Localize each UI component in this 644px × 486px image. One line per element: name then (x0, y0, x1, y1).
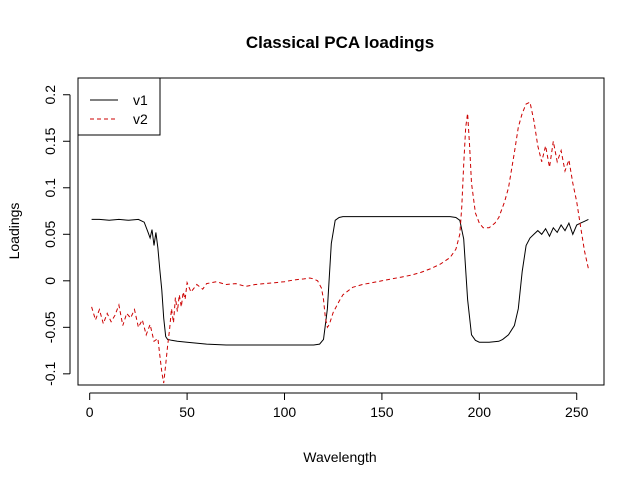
series-layer (91, 101, 589, 384)
x-tick-label: 0 (86, 404, 94, 420)
legend-label-v1: v1 (133, 92, 148, 108)
y-tick-label: -0.05 (42, 311, 58, 343)
y-tick-label: 0.05 (42, 220, 58, 247)
legend: v1 v2 (77, 77, 161, 136)
y-tick-label: 0.2 (42, 85, 58, 105)
series-line-v1 (91, 216, 589, 346)
legend-box (77, 77, 161, 136)
x-axis: 0 50 100 150 200 250 (86, 392, 589, 420)
y-tick-label: 0 (42, 277, 58, 285)
x-tick-label: 250 (565, 404, 589, 420)
y-axis: -0.1 -0.05 0 0.05 0.1 0.15 0.2 (42, 85, 71, 386)
series-line-v2 (91, 101, 589, 384)
y-axis-label: Loadings (6, 203, 22, 260)
legend-label-v2: v2 (133, 111, 148, 127)
x-tick-label: 200 (468, 404, 492, 420)
x-axis-label: Wavelength (303, 449, 376, 465)
x-tick-label: 150 (370, 404, 394, 420)
y-tick-label: -0.1 (42, 362, 58, 386)
y-tick-label: 0.15 (42, 127, 58, 154)
plot-frame (77, 77, 605, 386)
x-tick-label: 100 (273, 404, 297, 420)
chart-title: Classical PCA loadings (246, 33, 434, 52)
y-tick-label: 0.1 (42, 178, 58, 198)
x-tick-label: 50 (179, 404, 195, 420)
